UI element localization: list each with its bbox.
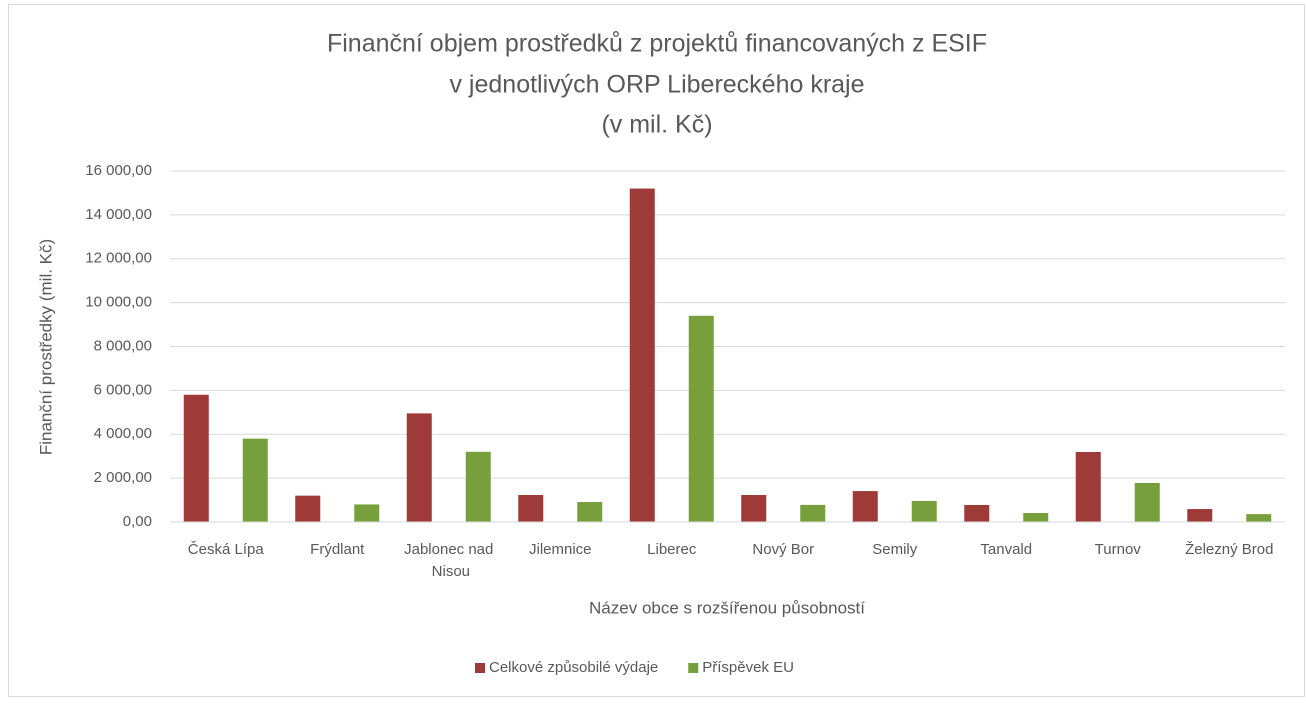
y-tick-label: 12 000,00 [85,250,152,267]
bar [1187,509,1213,522]
bar [741,495,767,522]
y-tick-label: 14 000,00 [85,206,152,223]
y-tick-label: 8 000,00 [94,337,152,354]
x-tick-label: Jilemnice [529,541,592,558]
bar [242,438,268,522]
bar [800,504,826,522]
legend-label: Celkové způsobilé výdaje [489,659,658,676]
bar [577,502,603,522]
bar [1134,482,1160,522]
x-tick-label: Tanvald [980,541,1032,558]
bar [852,491,878,522]
bar [1075,452,1101,522]
y-tick-label: 2 000,00 [94,469,152,486]
bar [629,188,655,523]
y-axis-title: Finanční prostředky (mil. Kč) [36,239,55,455]
y-tick-label: 6 000,00 [94,381,152,398]
bar [295,495,321,522]
x-tick-label: Jablonec nad Nisou [404,541,493,580]
bar [406,413,432,522]
bar [183,394,209,522]
x-tick-label: Nový Bor [752,541,814,558]
x-axis-title: Název obce s rozšířenou působností [589,598,865,617]
y-tick-label: 0,00 [123,513,152,530]
x-tick-label: Liberec [647,541,697,558]
bar [354,504,380,522]
legend-label: Příspěvek EU [702,659,794,676]
chart-frame [8,4,1305,697]
x-tick-label: Železný Brod [1185,541,1273,558]
bar [465,451,491,522]
x-tick-label: Česká Lípa [188,541,265,558]
chart-title: v jednotlivých ORP Libereckého kraje [449,71,864,99]
bar [1246,514,1272,522]
bar [688,315,714,522]
legend-swatch [688,663,699,673]
chart-title: Finanční objem prostředků z projektů fin… [327,30,987,58]
y-tick-label: 10 000,00 [85,294,152,311]
legend-swatch [475,663,485,673]
x-tick-label: Turnov [1095,541,1142,558]
chart-title: (v mil. Kč) [601,111,712,139]
bar [1023,513,1049,522]
y-tick-label: 4 000,00 [94,425,152,442]
y-tick-label: 16 000,00 [85,162,152,179]
bar [518,495,544,522]
x-tick-label: Frýdlant [310,541,365,558]
bar [964,504,990,522]
x-tick-label: Semily [872,541,918,558]
bar [911,500,937,522]
